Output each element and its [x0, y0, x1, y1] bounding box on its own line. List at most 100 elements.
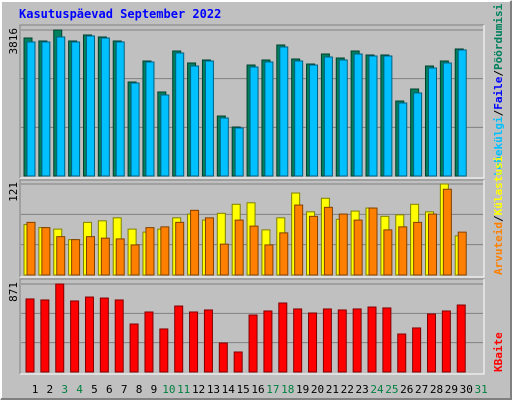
x-tick-label: 29	[445, 383, 458, 396]
x-tick-label: 27	[415, 383, 428, 396]
legend-entry: KBaite	[492, 332, 505, 372]
x-tick-label: 3	[61, 383, 68, 396]
x-tick-label: 10	[162, 383, 175, 396]
bar	[115, 238, 125, 276]
x-tick-label: 7	[121, 383, 128, 396]
bar	[144, 311, 154, 373]
bar	[145, 61, 155, 177]
bar	[264, 244, 274, 276]
bar	[382, 307, 392, 373]
bevel	[20, 25, 485, 179]
bar	[71, 41, 81, 177]
bar	[397, 333, 407, 373]
bar	[383, 229, 393, 276]
bevel	[20, 279, 485, 375]
bar	[218, 342, 228, 373]
x-tick-label: 12	[192, 383, 205, 396]
bar	[413, 92, 423, 177]
x-tick-label: 8	[136, 383, 143, 396]
bar	[398, 102, 408, 177]
x-tick-label: 20	[311, 383, 324, 396]
bar	[219, 243, 229, 276]
bevel	[20, 180, 485, 278]
bar	[323, 206, 333, 276]
bar	[129, 323, 139, 373]
legend-separator: /	[492, 215, 505, 222]
legend: Lehekülgi/Faile/Pöördumisi	[492, 3, 505, 176]
bar	[337, 309, 347, 373]
bar	[26, 221, 36, 276]
bar	[248, 314, 258, 373]
bar	[71, 239, 81, 276]
x-tick-label: 16	[251, 383, 264, 396]
bar	[294, 204, 304, 276]
bar	[427, 67, 437, 177]
bar	[234, 219, 244, 276]
x-tick-label: 1	[32, 383, 39, 396]
bar	[413, 221, 423, 276]
bar	[84, 296, 94, 373]
x-tick-label: 23	[356, 383, 369, 396]
bar	[204, 217, 214, 276]
x-tick-label: 15	[237, 383, 250, 396]
bar	[353, 53, 363, 177]
bar	[219, 117, 229, 177]
x-tick-label: 14	[222, 383, 236, 396]
bar	[130, 244, 140, 276]
bar	[56, 36, 66, 177]
bar	[114, 299, 124, 373]
bar	[442, 188, 452, 276]
bar	[322, 308, 332, 373]
bar	[115, 41, 125, 177]
bar	[159, 328, 169, 373]
legend-entry: Arvuteid	[492, 222, 505, 275]
bar	[293, 308, 303, 373]
legend-separator: /	[492, 109, 505, 116]
x-tick-label: 5	[91, 383, 98, 396]
bar	[323, 56, 333, 177]
x-tick-label: 6	[106, 383, 113, 396]
x-tick-label: 4	[76, 383, 83, 396]
x-tick-label: 26	[400, 383, 413, 396]
bar	[160, 226, 170, 276]
legend-entry: Pöördumisi	[492, 3, 505, 70]
bar	[353, 219, 363, 276]
x-tick-label: 11	[177, 383, 190, 396]
bar	[189, 311, 199, 373]
x-tick-label: 22	[341, 383, 354, 396]
bar	[308, 312, 318, 373]
bar	[26, 41, 36, 177]
bar	[55, 283, 65, 373]
bar	[279, 232, 289, 276]
bar	[249, 66, 259, 177]
x-tick-label: 25	[385, 383, 398, 396]
bar	[234, 127, 244, 177]
bar	[190, 209, 200, 276]
bar	[457, 231, 467, 276]
x-tick-label: 18	[281, 383, 294, 396]
legend: KBaite	[492, 332, 505, 372]
bar	[100, 237, 110, 276]
bar	[456, 304, 466, 373]
bar	[338, 213, 348, 276]
bar	[338, 59, 348, 177]
bar	[56, 236, 66, 276]
bar	[368, 207, 378, 276]
x-tick-label: 13	[207, 383, 220, 396]
bar	[175, 221, 185, 276]
chart-title: Kasutuspäevad September 2022	[19, 7, 221, 21]
legend: Arvuteid/Külastusi	[492, 155, 505, 275]
bar	[175, 52, 185, 177]
bar	[190, 65, 200, 177]
bevel	[19, 278, 484, 374]
x-tick-label: 31	[474, 383, 487, 396]
bar	[130, 82, 140, 177]
bar	[264, 61, 274, 177]
bar	[368, 55, 378, 177]
bar	[398, 226, 408, 276]
bar	[40, 299, 50, 373]
bar	[352, 308, 362, 373]
bevel	[19, 24, 484, 178]
y-tick-label: 871	[7, 282, 20, 302]
